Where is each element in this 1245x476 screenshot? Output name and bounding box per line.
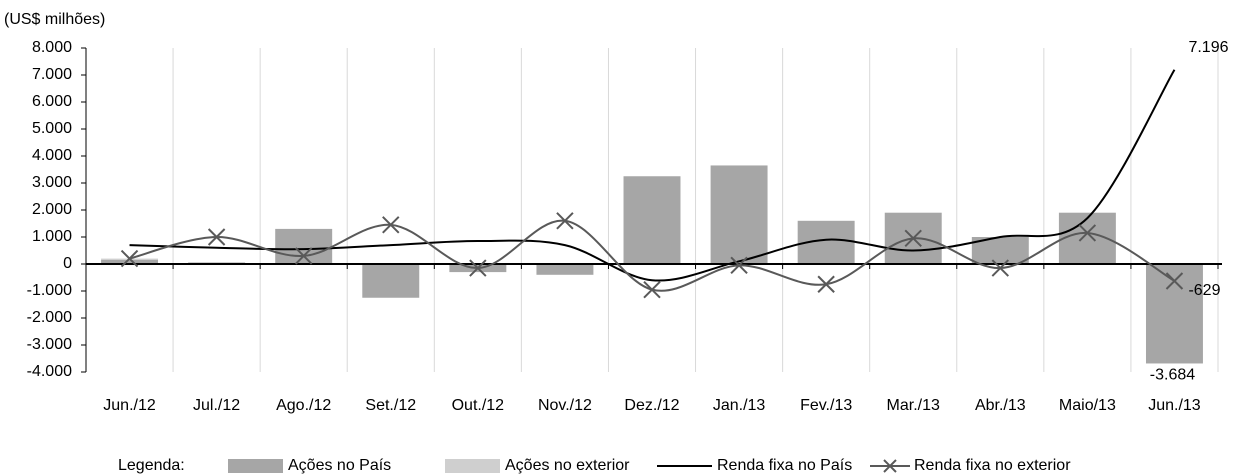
bar <box>710 165 768 264</box>
y-tick-label: 8.000 <box>32 39 72 56</box>
x-tick-label: Abr./13 <box>975 397 1026 414</box>
legend-label: Renda fixa no País <box>717 457 852 474</box>
marker <box>1165 272 1184 290</box>
data-label: -3.684 <box>1150 367 1195 384</box>
y-tick-label: 1.000 <box>32 228 72 245</box>
legend-label: Renda fixa no exterior <box>914 457 1071 474</box>
marker <box>469 259 487 277</box>
legend-label: Ações no País <box>288 457 391 474</box>
y-tick-label: -2.000 <box>27 309 72 326</box>
marker <box>1078 224 1097 242</box>
marker <box>556 212 574 230</box>
marker <box>120 249 139 268</box>
bar <box>362 264 420 298</box>
bar <box>275 228 333 264</box>
x-tick-label: Jul./12 <box>193 397 240 414</box>
marker <box>991 259 1010 277</box>
marker <box>904 229 922 248</box>
marker <box>730 256 748 275</box>
y-tick-label: 0 <box>63 255 72 272</box>
bar <box>188 262 246 263</box>
y-tick-label: -1.000 <box>27 282 72 299</box>
y-tick-label: 7.000 <box>32 66 72 83</box>
bar <box>1145 264 1203 364</box>
legend-label: Ações no exterior <box>505 457 630 474</box>
bar <box>536 264 594 275</box>
y-axis-label: (US$ milhões) <box>4 11 105 28</box>
x-tick-label: Mar./13 <box>887 397 940 414</box>
marker <box>294 247 313 265</box>
x-tick-label: Dez./12 <box>624 397 679 414</box>
bar <box>623 176 681 264</box>
x-tick-label: Out./12 <box>452 397 505 414</box>
x-tick-label: Maio/13 <box>1059 397 1116 414</box>
data-label: 7.196 <box>1188 39 1228 56</box>
marker <box>207 228 226 246</box>
x-tick-label: Ago./12 <box>276 397 331 414</box>
x-tick-label: Nov./12 <box>538 397 592 414</box>
legend-swatch <box>228 459 283 473</box>
marker <box>643 280 661 299</box>
legend-title: Legenda: <box>118 457 185 474</box>
x-tick-label: Jan./13 <box>713 397 766 414</box>
bar <box>101 259 159 264</box>
x-tick-label: Set./12 <box>365 397 416 414</box>
x-tick-label: Fev./13 <box>800 397 852 414</box>
marker <box>817 275 835 293</box>
x-tick-label: Jun./13 <box>1148 397 1201 414</box>
y-tick-label: -4.000 <box>27 363 72 380</box>
marker <box>382 216 400 234</box>
legend-marker <box>883 459 897 473</box>
y-tick-label: -3.000 <box>27 336 72 353</box>
line <box>129 69 1176 282</box>
y-tick-label: 3.000 <box>32 174 72 191</box>
data-label: -629 <box>1188 282 1220 299</box>
y-tick-label: 6.000 <box>32 93 72 110</box>
y-tick-label: 5.000 <box>32 120 72 137</box>
y-tick-label: 4.000 <box>32 147 72 164</box>
x-tick-label: Jun./12 <box>103 397 156 414</box>
y-tick-label: 2.000 <box>32 201 72 218</box>
legend-swatch <box>445 459 500 473</box>
